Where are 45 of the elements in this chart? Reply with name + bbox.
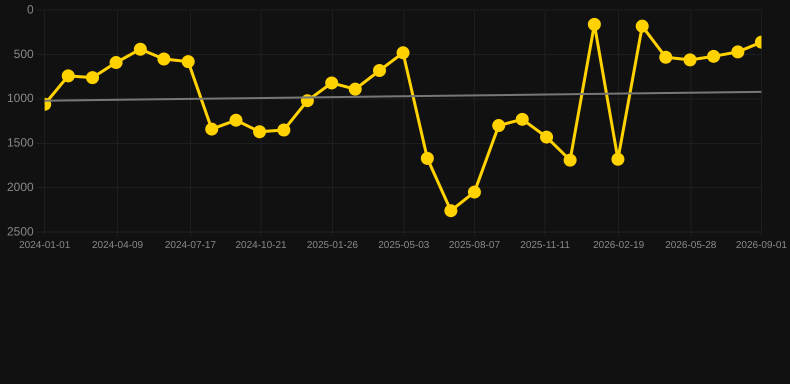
point (659, 50, 672, 64)
y-tick-label: 0 (27, 2, 34, 17)
y-tick-label: 2000 (6, 180, 34, 194)
point (325, 76, 338, 90)
x-tick-label: 2024-10-21 (235, 240, 288, 251)
point (588, 18, 601, 31)
point (564, 154, 577, 167)
x-tick-label: 2026-02-19 (593, 240, 645, 251)
y-tick-label: 2500 (6, 224, 34, 238)
x-tick-label: 2024-07-17 (164, 240, 216, 251)
point (205, 122, 218, 136)
point (157, 52, 170, 66)
point (396, 46, 410, 60)
point (62, 69, 75, 82)
point (182, 55, 195, 68)
point (420, 152, 434, 165)
point (468, 186, 481, 199)
point (86, 71, 100, 84)
x-tick-label: 2025-11-11 (520, 240, 570, 251)
point (611, 152, 624, 166)
point (684, 53, 697, 66)
point (731, 45, 744, 58)
y-tick-label: 1000 (6, 91, 34, 106)
x-tick-label: 2024-04-09 (92, 240, 144, 251)
point (134, 42, 147, 56)
point (707, 50, 720, 63)
y-tick-label: 1500 (6, 136, 34, 150)
point (110, 56, 123, 70)
point (516, 112, 529, 126)
x-tick-label: 2025-05-03 (378, 240, 430, 251)
point (540, 130, 554, 144)
point (348, 82, 362, 96)
point (492, 119, 506, 132)
y-tick-label: 500 (14, 46, 34, 61)
x-tick-label: 2025-01-26 (306, 240, 358, 251)
point (253, 125, 266, 138)
x-tick-label: 2026-05-28 (665, 240, 717, 251)
x-tick-label: 2026-09-01 (736, 240, 788, 251)
point (277, 123, 290, 136)
x-tick-label: 2024-01-01 (19, 240, 71, 251)
point (373, 64, 386, 78)
point (444, 204, 458, 218)
x-tick-label: 2025-08-07 (448, 240, 500, 251)
point (636, 20, 649, 33)
point (230, 114, 243, 127)
